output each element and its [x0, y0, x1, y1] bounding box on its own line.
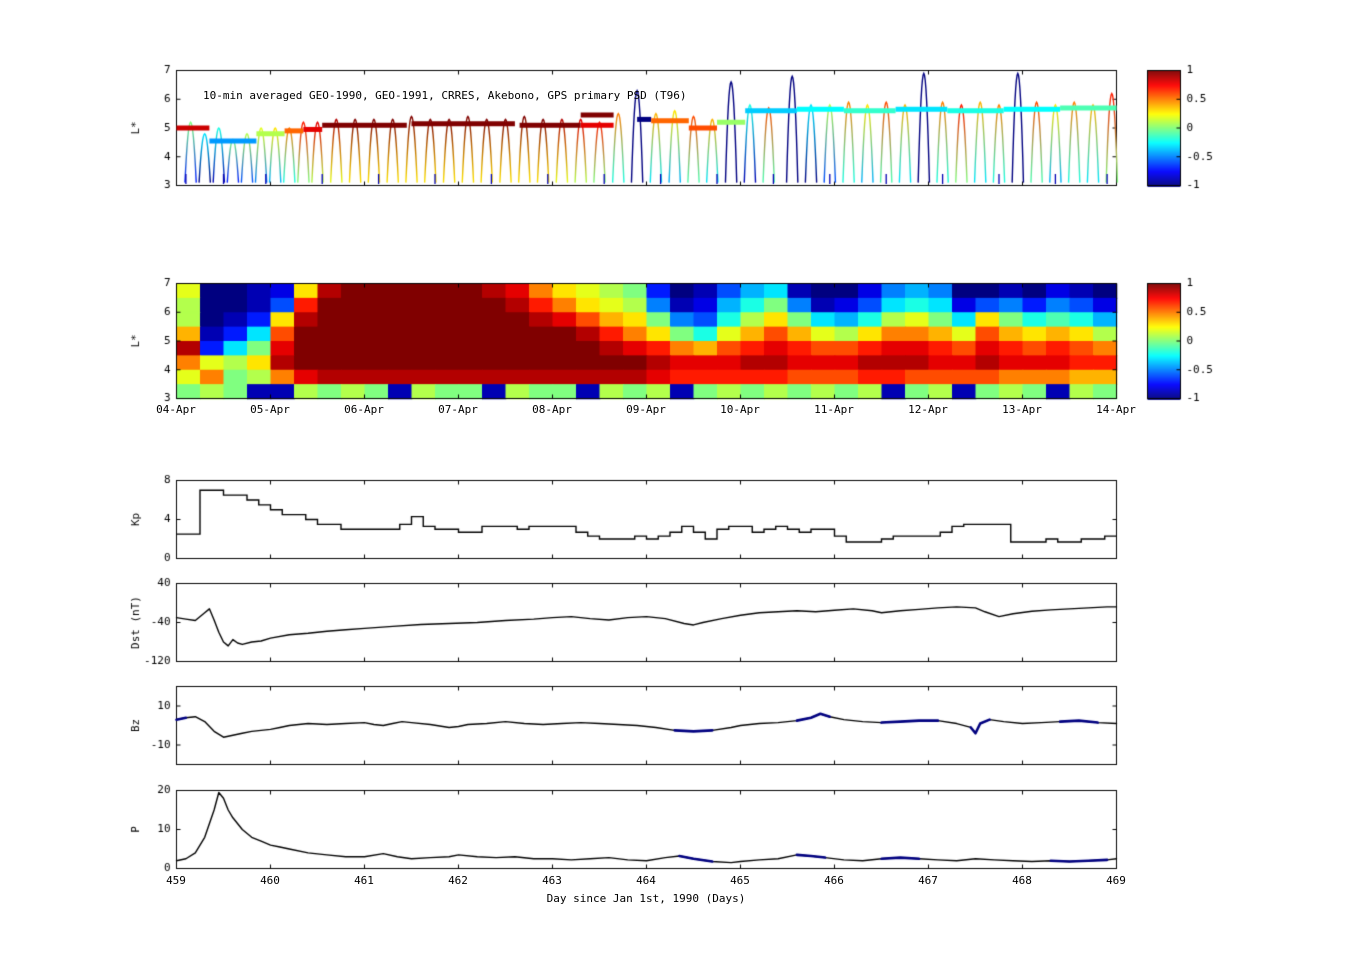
date-tick-label: 09-Apr [626, 403, 666, 416]
date-tick-label: 13-Apr [1002, 403, 1042, 416]
day-tick-label: 461 [354, 874, 374, 887]
x-axis-label: Day since Jan 1st, 1990 (Days) [546, 892, 746, 905]
date-tick-label: 05-Apr [250, 403, 290, 416]
day-tick-label: 468 [1012, 874, 1032, 887]
day-tick-label: 459 [166, 874, 186, 887]
day-tick-label: 463 [542, 874, 562, 887]
psd-scatter-panel-canvas [0, 35, 1351, 220]
day-tick-label: 460 [260, 874, 280, 887]
p-panel-canvas [0, 778, 1351, 878]
date-tick-label: 07-Apr [438, 403, 478, 416]
date-tick-label: 12-Apr [908, 403, 948, 416]
date-tick-label: 10-Apr [720, 403, 760, 416]
date-tick-label: 04-Apr [156, 403, 196, 416]
kp-panel-canvas [0, 465, 1351, 570]
day-tick-label: 462 [448, 874, 468, 887]
date-tick-labels-row: 04-Apr 05-Apr 06-Apr 07-Apr 08-Apr 09-Apr 10-A… [156, 403, 1136, 417]
bz-panel-canvas [0, 676, 1351, 776]
figure-title: 10-min averaged GEO-1990, GEO-1991, CRRE… [203, 89, 687, 102]
day-tick-label: 469 [1106, 874, 1126, 887]
day-tick-label: 465 [730, 874, 750, 887]
psd-heatmap-panel-canvas [0, 265, 1351, 440]
dst-panel-canvas [0, 573, 1351, 673]
day-tick-label: 467 [918, 874, 938, 887]
date-tick-label: 08-Apr [532, 403, 572, 416]
date-tick-label: 06-Apr [344, 403, 384, 416]
day-tick-label: 466 [824, 874, 844, 887]
day-tick-label: 464 [636, 874, 656, 887]
date-tick-label: 11-Apr [814, 403, 854, 416]
day-tick-labels-row: 459 460 461 462 463 464 465 466 467 468 469 [166, 874, 1126, 888]
date-tick-label: 14-Apr [1096, 403, 1136, 416]
